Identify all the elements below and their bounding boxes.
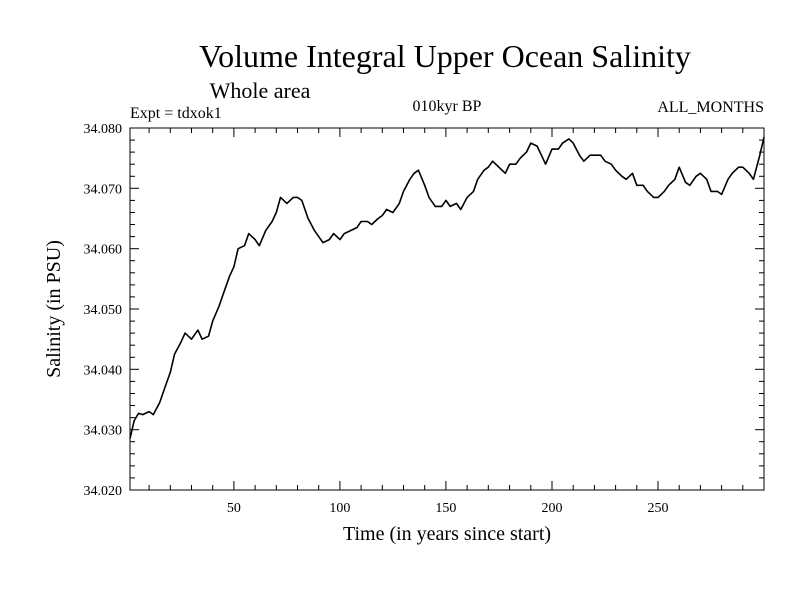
y-tick-label: 34.040 bbox=[84, 363, 123, 378]
y-tick-labels: 34.020 34.030 34.040 34.050 34.060 34.070 34.0… bbox=[84, 122, 123, 499]
chart-subtitle: Whole area bbox=[210, 78, 311, 103]
y-tick-label: 34.060 bbox=[84, 243, 123, 258]
x-tick-label: 200 bbox=[542, 501, 563, 516]
x-tick-label: 50 bbox=[227, 501, 241, 516]
x-axis-label: Time (in years since start) bbox=[343, 523, 551, 545]
period-label: 010kyr BP bbox=[413, 98, 482, 115]
y-axis-label: Salinity (in PSU) bbox=[43, 240, 65, 378]
chart-title: Volume Integral Upper Ocean Salinity bbox=[199, 38, 691, 74]
x-tick-label: 150 bbox=[435, 501, 456, 516]
y-tick-label: 34.070 bbox=[84, 182, 123, 197]
plot-frame bbox=[129, 127, 765, 491]
experiment-label: Expt = tdxok1 bbox=[130, 105, 222, 122]
x-tick-label: 100 bbox=[329, 501, 350, 516]
axis-ticks bbox=[130, 128, 764, 490]
months-label: ALL_MONTHS bbox=[657, 99, 764, 116]
salinity-series-line bbox=[129, 136, 765, 439]
y-tick-label: 34.020 bbox=[84, 484, 123, 499]
y-tick-label: 34.080 bbox=[84, 122, 123, 137]
x-tick-label: 250 bbox=[648, 501, 669, 516]
y-tick-label: 34.030 bbox=[84, 424, 123, 439]
x-tick-labels: 50 100 150 200 250 bbox=[227, 501, 669, 516]
y-tick-label: 34.050 bbox=[84, 303, 123, 318]
